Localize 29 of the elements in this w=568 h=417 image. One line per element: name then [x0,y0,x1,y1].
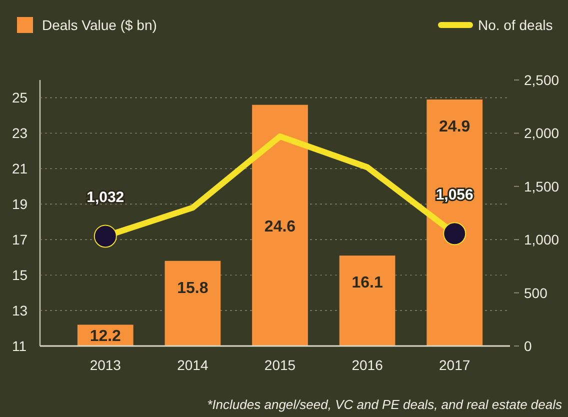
y-tick-label: 25 [12,90,28,106]
data-label: 24.9 [439,118,470,136]
legend-label: Deals Value ($ bn) [42,17,157,33]
y-tick-label: 11 [12,338,27,354]
data-label: 16.1 [352,274,383,292]
text: *Includes angel/seed, VC and PE deals, and real estate deals [207,397,562,412]
x-tick-label: 2016 [352,357,384,373]
y-tick-label: 17 [12,232,28,248]
y-tick-label: 15 [12,267,28,284]
x-tick-label: 2014 [177,357,208,373]
y2-tick-label: 0 [524,338,532,354]
x-tick-label: 2013 [90,357,122,373]
y2-tick-label: 2,000 [524,125,560,142]
y2-tick-label: 500 [524,284,548,301]
data-label: 24.6 [264,218,296,236]
y-tick-label: 19 [12,196,28,212]
y2-tick-label: 2,500 [524,72,560,88]
data-label: 12.2 [90,328,122,345]
data-label: 1,032 [86,189,124,206]
data-label: 15.8 [177,280,208,297]
y-tick-label: 21 [12,160,28,177]
x-tick-label: 2017 [439,357,470,373]
x-tick-label: 2015 [264,357,296,373]
y2-tick-label: 1,000 [524,232,560,248]
legend-label: No. of deals [478,17,553,33]
y2-tick-label: 1,500 [524,178,560,194]
y-tick-label: 13 [12,302,28,319]
data-label: 1,056 [436,186,474,204]
y-tick-label: 23 [12,125,28,142]
